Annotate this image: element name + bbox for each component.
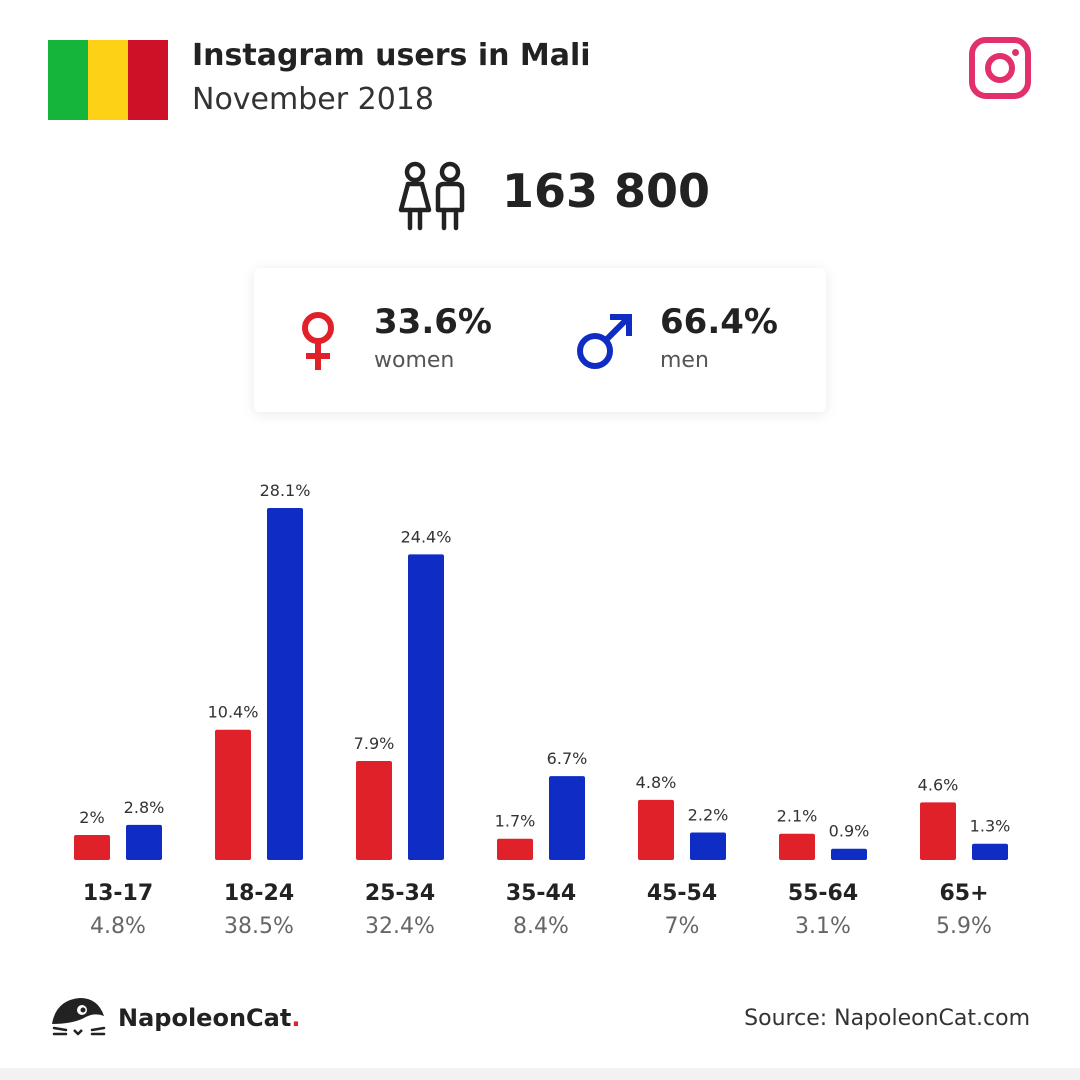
category-label-55-64: 55-64 xyxy=(788,881,858,906)
napoleoncat-logo-icon xyxy=(52,998,106,1036)
value-label-men-13-17: 2.8% xyxy=(124,798,165,817)
male-icon xyxy=(577,314,632,369)
flag-stripe-yellow xyxy=(88,40,128,120)
value-label-women-18-24: 10.4% xyxy=(208,703,259,722)
category-total-55-64: 3.1% xyxy=(795,914,851,939)
value-label-men-18-24: 28.1% xyxy=(260,481,311,500)
page-title: Instagram users in Mali xyxy=(192,38,591,73)
bar-women-65+ xyxy=(920,802,956,860)
value-label-women-13-17: 2% xyxy=(79,808,104,827)
bar-women-25-34 xyxy=(356,761,392,860)
value-label-men-25-34: 24.4% xyxy=(401,527,452,546)
category-total-45-54: 7% xyxy=(665,914,700,939)
bar-women-45-54 xyxy=(638,799,674,860)
category-label-18-24: 18-24 xyxy=(224,881,294,906)
value-label-men-65+: 1.3% xyxy=(970,817,1011,836)
bar-men-35-44 xyxy=(549,776,585,860)
flag-stripe-red xyxy=(128,40,168,120)
category-label-45-54: 45-54 xyxy=(647,881,717,906)
category-label-65+: 65+ xyxy=(939,881,988,906)
value-label-women-25-34: 7.9% xyxy=(354,734,395,753)
bar-men-45-54 xyxy=(690,832,726,860)
bar-men-18-24 xyxy=(267,508,303,860)
gender-card: 33.6% women 66.4% men xyxy=(254,268,826,412)
page-subtitle: November 2018 xyxy=(192,82,434,117)
footer-strip xyxy=(0,1068,1080,1080)
value-label-women-45-54: 4.8% xyxy=(636,773,677,792)
bar-women-55-64 xyxy=(779,833,815,860)
value-label-women-35-44: 1.7% xyxy=(495,812,536,831)
category-total-25-34: 32.4% xyxy=(365,914,435,939)
men-percentage: 66.4% xyxy=(660,302,778,342)
bar-women-18-24 xyxy=(215,729,251,860)
category-total-13-17: 4.8% xyxy=(90,914,146,939)
total-users: 163 800 xyxy=(502,164,711,218)
mali-flag xyxy=(48,40,168,120)
men-label: men xyxy=(660,348,709,373)
value-label-men-45-54: 2.2% xyxy=(688,805,729,824)
bar-women-35-44 xyxy=(497,838,533,860)
female-icon xyxy=(302,312,334,370)
brand-name: NapoleonCat. xyxy=(118,1004,300,1032)
brand-dot: . xyxy=(291,1004,301,1032)
people-icon xyxy=(398,161,465,231)
women-percentage: 33.6% xyxy=(374,302,492,342)
category-total-18-24: 38.5% xyxy=(224,914,294,939)
flag-stripe-green xyxy=(48,40,88,120)
category-label-25-34: 25-34 xyxy=(365,881,435,906)
value-label-women-65+: 4.6% xyxy=(918,775,959,794)
value-label-women-55-64: 2.1% xyxy=(777,807,818,826)
bar-men-55-64 xyxy=(831,848,867,860)
bar-men-13-17 xyxy=(126,824,162,860)
bar-men-65+ xyxy=(972,843,1008,860)
age-gender-bar-chart: 2% 2.8% 13-17 4.8% 10.4% 28.1% 18-24 38.5% 7.9% 2… xyxy=(74,481,1011,939)
category-label-35-44: 35-44 xyxy=(506,881,576,906)
value-label-men-35-44: 6.7% xyxy=(547,749,588,768)
women-label: women xyxy=(374,348,455,373)
category-total-65+: 5.9% xyxy=(936,914,992,939)
category-total-35-44: 8.4% xyxy=(513,914,569,939)
instagram-icon xyxy=(969,37,1031,99)
bar-men-25-34 xyxy=(408,554,444,860)
brand-name-text: NapoleonCat xyxy=(118,1004,292,1032)
bar-women-13-17 xyxy=(74,834,110,860)
category-label-13-17: 13-17 xyxy=(83,881,153,906)
source-text: Source: NapoleonCat.com xyxy=(744,1006,1030,1031)
value-label-men-55-64: 0.9% xyxy=(829,822,870,841)
